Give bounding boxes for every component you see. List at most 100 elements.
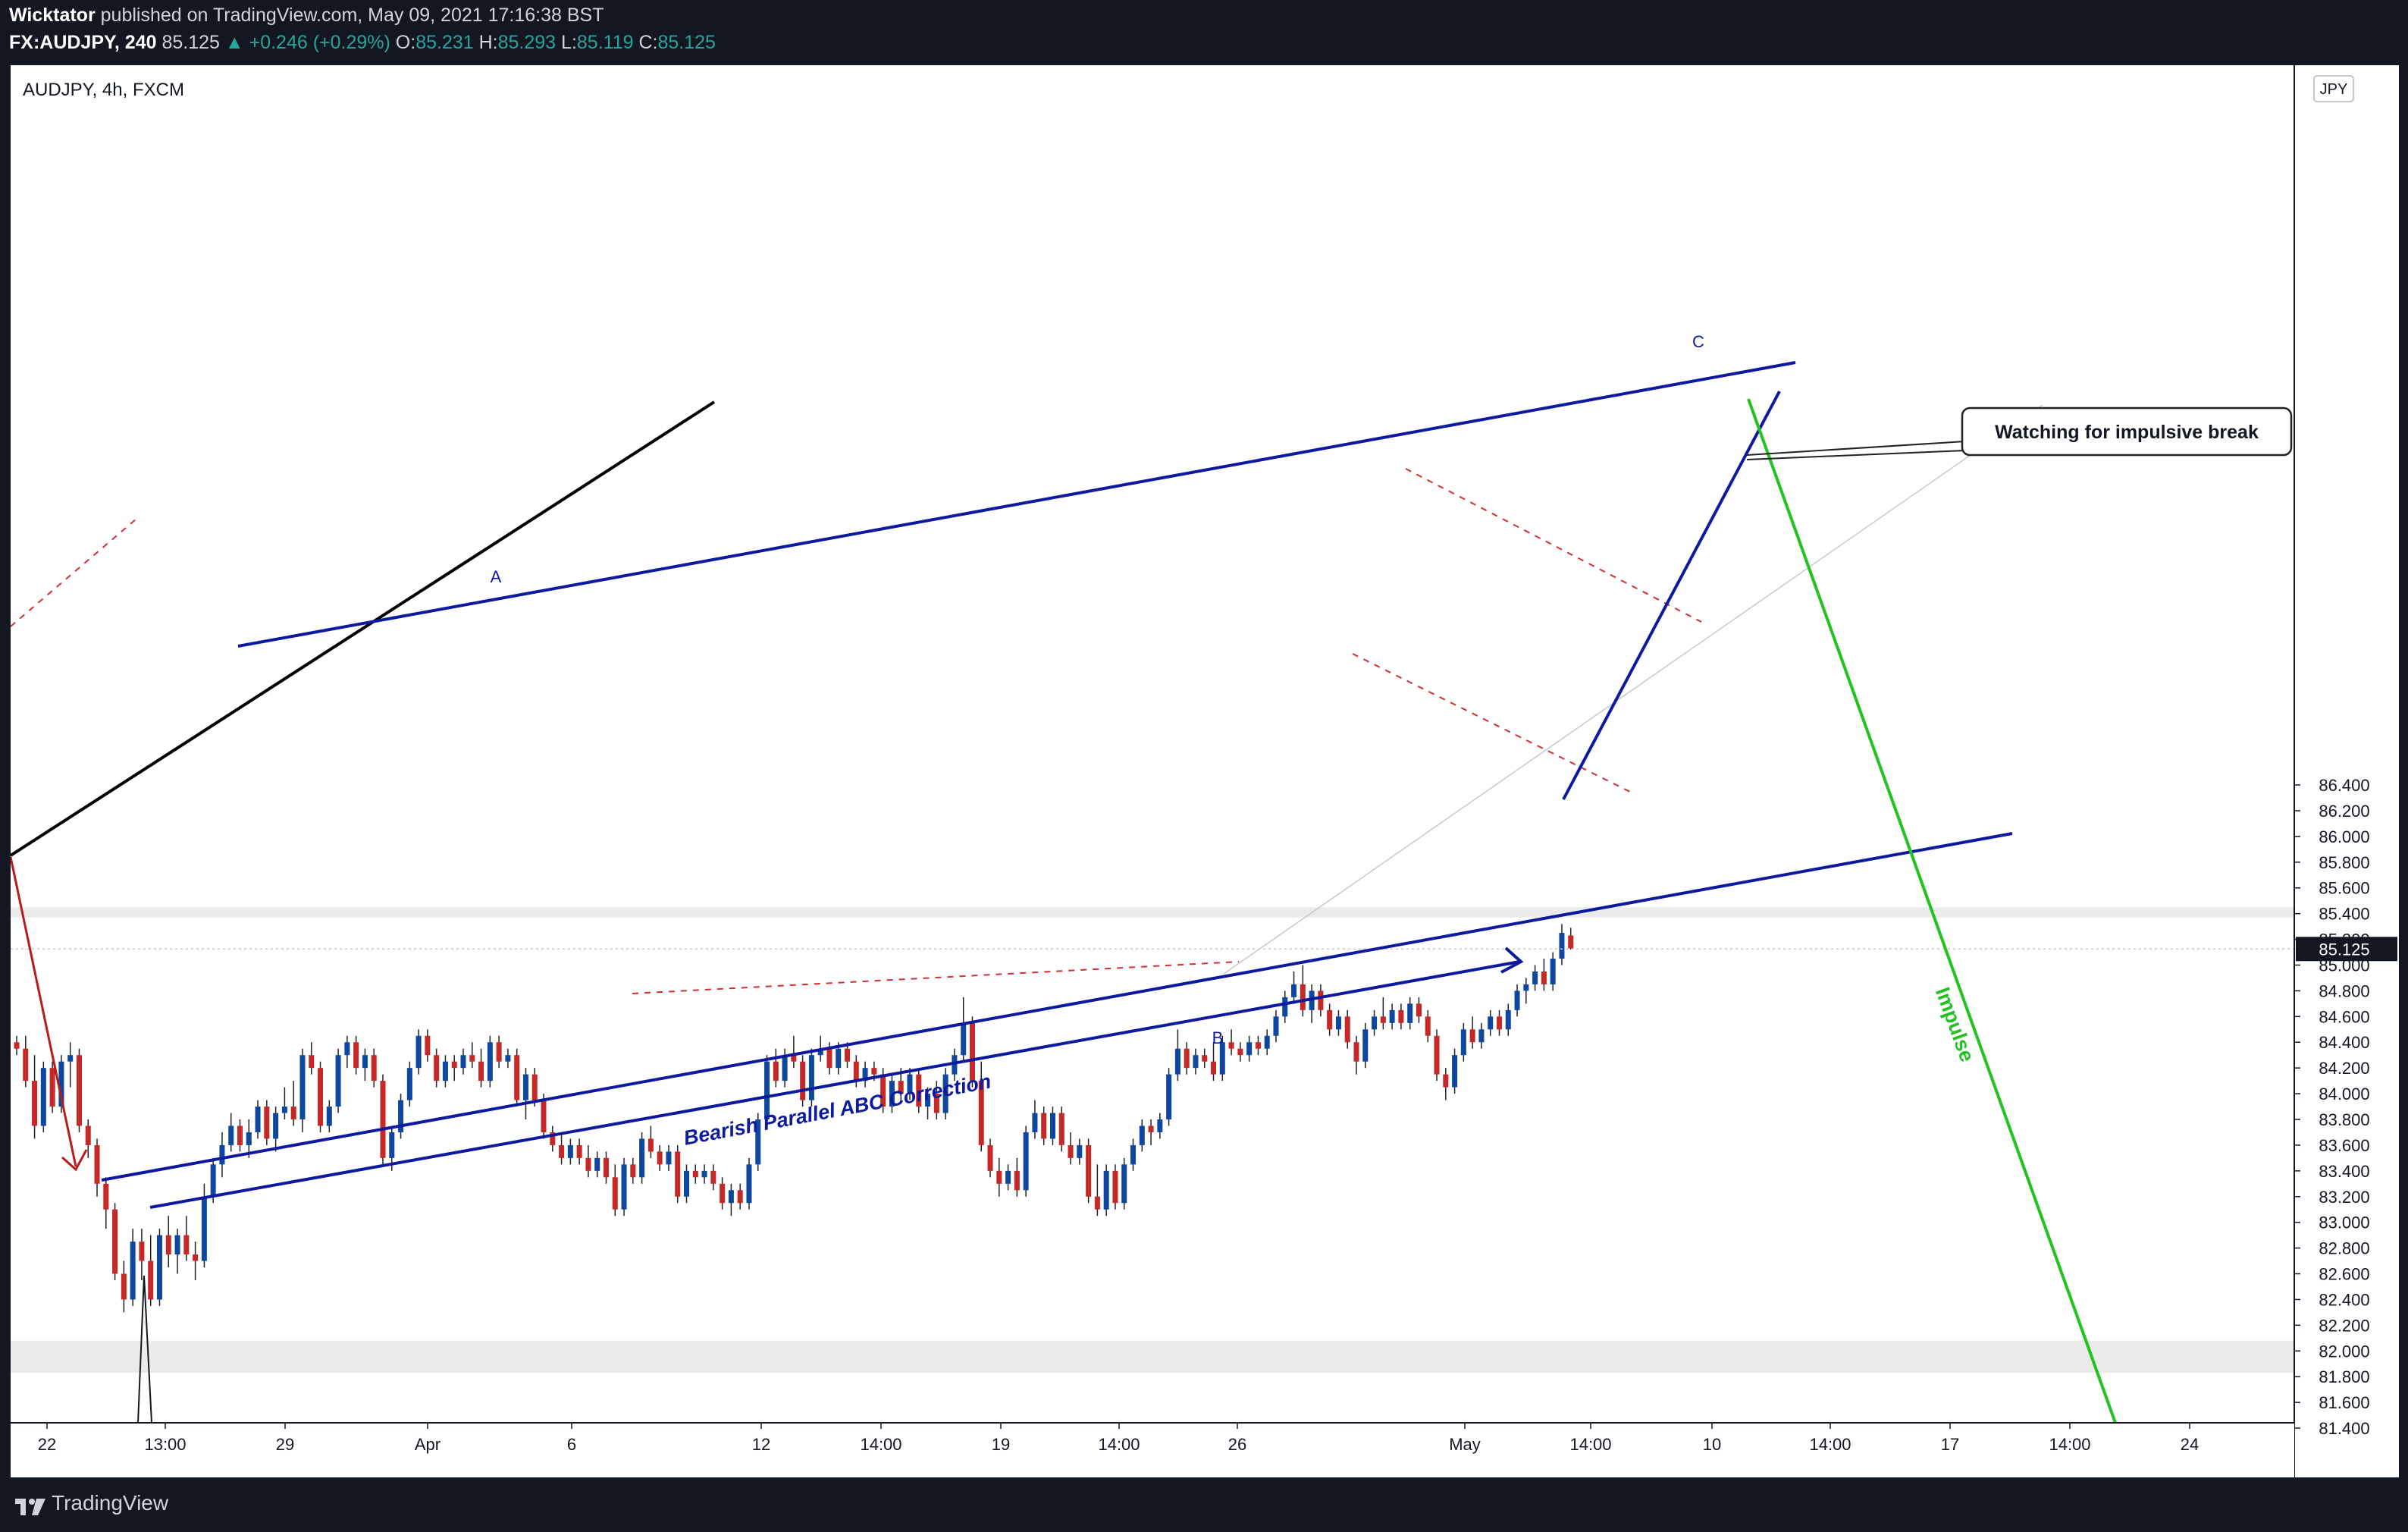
candle-body [845, 1048, 851, 1062]
candle-body [496, 1042, 502, 1062]
publish-info: Wicktator published on TradingView.com, … [9, 5, 604, 27]
candle-body [1023, 1132, 1029, 1191]
candle-body [1523, 984, 1529, 991]
chart-area[interactable]: Watching for impulsive break A B C Bearish P… [11, 65, 2399, 1477]
candle-body [1318, 990, 1324, 1010]
currency-box[interactable] [2313, 75, 2354, 102]
candle-body [156, 1235, 162, 1300]
chart-legend: AUDJPY, 4h, FXCM [23, 80, 184, 100]
candle-body [1532, 971, 1538, 984]
candle-body [907, 1074, 913, 1094]
candle-body [1425, 1016, 1431, 1036]
price-tick-label: 86.000 [2319, 827, 2369, 846]
candle-body [210, 1164, 216, 1197]
candle-body [1335, 1016, 1341, 1030]
candle-body [710, 1170, 716, 1184]
candle-body [1380, 1016, 1386, 1023]
candle-body [1041, 1113, 1047, 1139]
flag-bottom-dashed [1352, 653, 1634, 794]
candle-body [1362, 1029, 1369, 1062]
candle-body [576, 1144, 582, 1158]
candle-body [559, 1144, 565, 1158]
candle-body [594, 1157, 600, 1171]
price-tick-label: 83.800 [2319, 1110, 2369, 1129]
price-change: ▲ +0.246 (+0.29%) [224, 32, 390, 53]
candle-body [94, 1144, 100, 1184]
time-tick-label: 12 [752, 1435, 770, 1454]
price-tick-label: 86.400 [2319, 776, 2369, 795]
published-text: published on TradingView.com, May 09, 20… [100, 5, 604, 26]
candle-body [1086, 1144, 1092, 1197]
candle-body [14, 1042, 20, 1049]
price-tick-label: 83.400 [2319, 1162, 2369, 1181]
tradingview-logo-icon[interactable] [14, 1493, 49, 1518]
price-tick-label: 83.200 [2319, 1188, 2369, 1207]
candle-body [1273, 1016, 1279, 1036]
candle-body [630, 1164, 636, 1178]
candle-body [916, 1074, 922, 1107]
channel-top-line [237, 361, 1796, 648]
candle-body [1559, 933, 1565, 959]
price-tick-label: 81.400 [2319, 1419, 2369, 1438]
candle-body [1219, 1042, 1225, 1075]
candle-body [1541, 971, 1547, 984]
candle-body [692, 1170, 698, 1178]
low-value: 85.119 [576, 32, 634, 53]
tradingview-brand[interactable]: TradingView [52, 1491, 169, 1515]
candle-body [996, 1170, 1002, 1184]
callout-box [1961, 407, 2293, 457]
candle-body [952, 1055, 958, 1075]
candle-body [800, 1061, 806, 1100]
candle-body [1174, 1048, 1180, 1075]
candle-body [183, 1235, 190, 1255]
candle-body [1460, 1029, 1466, 1056]
chart-background [11, 65, 2399, 1477]
wave-c-label: C [1692, 332, 1704, 351]
candle-body [371, 1055, 377, 1082]
candle-body [40, 1068, 46, 1126]
currency-label: JPY [2320, 81, 2348, 98]
candle-body [1264, 1035, 1270, 1049]
callout-text: Watching for impulsive break [1995, 422, 2259, 443]
candle-body [728, 1190, 734, 1204]
candle-body [621, 1164, 627, 1210]
wave-b-label: B [1212, 1028, 1224, 1047]
candle-body [344, 1042, 350, 1056]
rising-trendline [1562, 391, 1781, 800]
symbol-label[interactable]: FX:AUDJPY, 240 [9, 32, 157, 53]
candle-body [603, 1157, 609, 1178]
candle-body [165, 1235, 171, 1255]
channel-inner-line [149, 960, 1520, 1209]
candle-body [398, 1100, 404, 1132]
candle-body [1255, 1042, 1261, 1049]
time-tick-label: 14:00 [1569, 1435, 1611, 1454]
candle-body [567, 1144, 573, 1158]
candle-body [1166, 1074, 1172, 1119]
candle-body [817, 1048, 823, 1056]
time-tick-label: Apr [415, 1435, 441, 1454]
time-tick-label: May [1449, 1435, 1481, 1454]
candle-body [1202, 1055, 1208, 1062]
candle-body [362, 1055, 368, 1069]
close-label: C: [638, 32, 658, 53]
time-tick-label: 22 [38, 1435, 56, 1454]
time-axis-background [11, 1423, 2294, 1477]
time-tick-label: 6 [567, 1435, 576, 1454]
candle-body [1505, 1009, 1511, 1030]
candle-body [898, 1081, 904, 1094]
price-tick-label: 83.000 [2319, 1213, 2369, 1232]
candle-body [925, 1094, 931, 1107]
candle-body [1112, 1170, 1118, 1204]
red-arrow-line [11, 856, 77, 1167]
candle-body [755, 1119, 761, 1165]
channel-arrow-head [1500, 947, 1524, 974]
price-tick-label: 83.600 [2319, 1136, 2369, 1155]
candle-body [746, 1164, 752, 1204]
candle-body [273, 1113, 279, 1139]
candle-body [246, 1132, 252, 1145]
candle-body [1211, 1061, 1217, 1075]
candle-body [701, 1170, 707, 1178]
author-name[interactable]: Wicktator [9, 5, 96, 26]
b-base-dashed [632, 961, 1240, 994]
